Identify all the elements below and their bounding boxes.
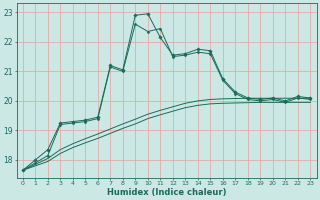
X-axis label: Humidex (Indice chaleur): Humidex (Indice chaleur) — [107, 188, 226, 197]
